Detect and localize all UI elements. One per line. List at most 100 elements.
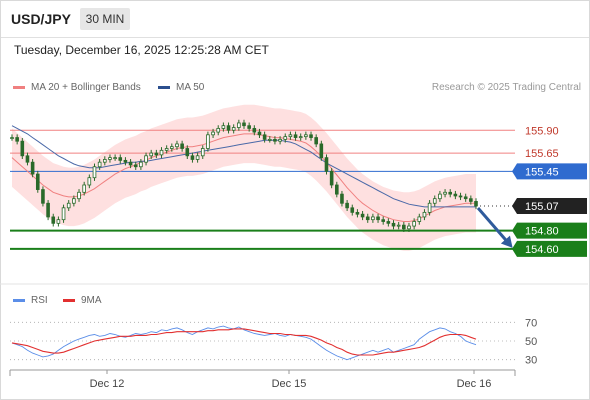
- candle-body: [407, 225, 411, 230]
- candle-body: [469, 198, 473, 202]
- candle-body: [118, 157, 123, 161]
- candle-body: [97, 161, 102, 168]
- level-label-155.07: 155.07: [525, 201, 559, 213]
- candle-body: [314, 137, 318, 145]
- candle-body: [226, 125, 231, 131]
- level-label-154.60: 154.60: [525, 244, 559, 256]
- header-divider: [1, 37, 589, 38]
- candle-body: [144, 155, 148, 163]
- level-label-155.45: 155.45: [525, 166, 559, 178]
- candle-body: [355, 211, 360, 215]
- rsi-swatch: [13, 299, 25, 302]
- candle-body: [61, 207, 66, 221]
- candle-body: [51, 216, 56, 224]
- candle-body: [154, 152, 159, 156]
- candle-body: [237, 122, 241, 128]
- legend-rsi-label: RSI: [31, 295, 48, 306]
- candle-body: [298, 136, 303, 139]
- candle-body: [180, 143, 184, 149]
- candle-body: [288, 134, 293, 138]
- candle-body: [391, 222, 396, 227]
- rsi-tick-70: 70: [525, 317, 537, 329]
- candle-body: [190, 155, 195, 160]
- ma20-swatch: [13, 86, 25, 89]
- legend-ma20-bollinger: MA 20 + Bollinger Bands: [13, 82, 141, 93]
- candle-body: [35, 173, 40, 190]
- symbol-label: USD/JPY: [11, 11, 71, 27]
- candle-body: [422, 211, 427, 218]
- candle-body: [123, 159, 128, 163]
- level-tag-155.07: [512, 197, 587, 214]
- candle-body: [149, 152, 154, 157]
- ma50-swatch: [158, 86, 170, 89]
- candle-body: [463, 196, 468, 200]
- candle-body: [386, 221, 391, 224]
- level-tag-155.45: [512, 163, 587, 180]
- candle-body: [427, 202, 432, 213]
- legend-rsi-ma-label: 9MA: [81, 295, 102, 306]
- candle-body: [108, 157, 112, 160]
- candle-body: [278, 138, 282, 142]
- candle-body: [262, 134, 267, 140]
- candle-body: [206, 134, 210, 149]
- candle-body: [304, 134, 308, 138]
- forecast-arrow-shaft: [476, 207, 512, 246]
- candle-body: [221, 125, 226, 129]
- candle-body: [458, 195, 463, 198]
- candle-body: [113, 157, 117, 160]
- legend-ma20-label: MA 20 + Bollinger Bands: [31, 82, 141, 93]
- candle-body: [92, 166, 97, 179]
- level-tag-154.80: [512, 222, 587, 239]
- bollinger-band: [12, 104, 476, 251]
- candle-body: [159, 149, 164, 156]
- x-tick-label: Dec 15: [272, 378, 307, 390]
- top-bar: USD/JPY 30 MIN: [1, 1, 589, 37]
- candle-body: [247, 125, 251, 129]
- candle-body: [30, 161, 35, 175]
- candle-body: [200, 148, 205, 157]
- candle-body: [376, 216, 380, 221]
- level-label-154.80: 154.80: [525, 226, 559, 238]
- candle-body: [309, 134, 313, 138]
- candle-body: [102, 159, 107, 163]
- candle-body: [350, 207, 355, 213]
- candle-body: [82, 184, 86, 193]
- candle-body: [257, 131, 262, 136]
- candle-body: [448, 191, 453, 195]
- candle-body: [252, 128, 257, 133]
- candle-body: [72, 198, 76, 204]
- candle-body: [128, 161, 133, 166]
- candle-body: [139, 161, 143, 168]
- candle-body: [396, 224, 401, 227]
- candle-body: [46, 202, 50, 218]
- candle-body: [185, 148, 190, 157]
- candle-body: [231, 127, 236, 131]
- candle-body: [438, 193, 442, 200]
- candle-body: [412, 221, 416, 227]
- candle-body: [365, 216, 370, 221]
- candle-body: [293, 134, 298, 138]
- candle-body: [324, 157, 329, 172]
- candle-body: [195, 155, 200, 160]
- candle-body: [443, 191, 447, 195]
- candle-body: [20, 140, 25, 157]
- level-label-155.90: 155.90: [525, 125, 559, 137]
- candle-body: [56, 219, 61, 224]
- ma20-line: [11, 133, 476, 222]
- candle-body: [77, 191, 81, 200]
- timeframe-badge[interactable]: 30 MIN: [80, 8, 130, 30]
- candle-body: [381, 219, 386, 222]
- rsi-tick-30: 30: [525, 355, 537, 367]
- forecast-arrow-head: [500, 235, 513, 248]
- candle-body: [273, 138, 277, 142]
- legend-rsi-ma: 9MA: [63, 295, 102, 306]
- rsi-ma-swatch: [63, 299, 75, 302]
- rsi-tick-50: 50: [525, 336, 537, 348]
- candle-body: [340, 193, 344, 204]
- candle-body: [216, 128, 221, 133]
- ma50-line: [11, 125, 476, 208]
- candle-body: [15, 137, 19, 142]
- candle-body: [283, 136, 288, 140]
- level-label-155.65: 155.65: [525, 148, 559, 160]
- candle-body: [175, 143, 179, 148]
